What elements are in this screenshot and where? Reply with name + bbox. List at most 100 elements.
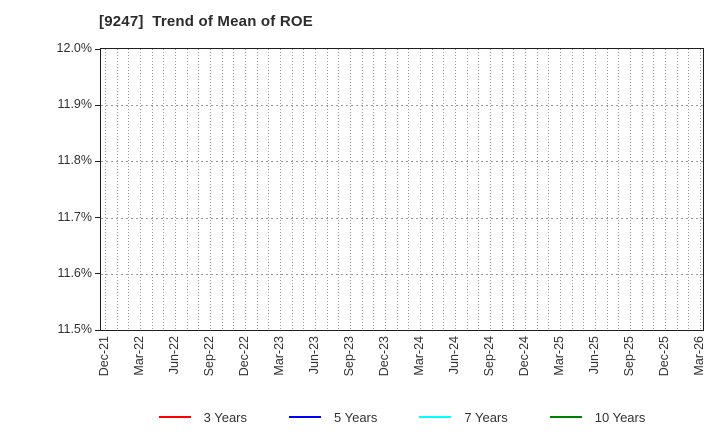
x-tick-label: Jun-25: [587, 336, 601, 375]
vertical-gridline: [186, 49, 188, 330]
vertical-gridline: [478, 49, 480, 330]
vertical-gridline: [583, 49, 585, 330]
vertical-gridline: [151, 49, 153, 330]
y-tick-label: 11.8%: [57, 153, 92, 168]
vertical-gridline: [326, 49, 328, 330]
vertical-gridline: [700, 49, 701, 330]
vertical-gridline: [396, 49, 398, 330]
vertical-gridline: [256, 49, 258, 330]
vertical-gridline: [268, 49, 270, 330]
vertical-gridline: [665, 49, 666, 330]
vertical-gridline: [536, 49, 538, 330]
y-axis-tick: [95, 104, 100, 106]
x-tick-label: Sep-22: [202, 336, 216, 377]
vertical-gridline: [338, 49, 340, 330]
vertical-gridline: [443, 49, 445, 330]
vertical-gridline: [350, 49, 351, 330]
vertical-gridline: [513, 49, 515, 330]
x-tick-label: Jun-24: [447, 336, 461, 375]
vertical-gridline: [116, 49, 118, 330]
y-tick-label: 11.7%: [57, 209, 92, 224]
vertical-gridline: [385, 49, 386, 330]
vertical-gridline: [653, 49, 655, 330]
y-tick-label: 11.5%: [57, 322, 92, 336]
x-tick-label: Dec-24: [517, 336, 531, 377]
vertical-gridline: [455, 49, 456, 330]
vertical-gridline: [245, 49, 246, 330]
vertical-gridline: [595, 49, 596, 330]
vertical-gridline: [373, 49, 375, 330]
vertical-gridline: [140, 49, 141, 330]
legend-line-5-years: [289, 415, 321, 419]
vertical-gridline: [525, 49, 526, 330]
vertical-gridline: [641, 49, 643, 330]
vertical-gridline: [210, 49, 211, 330]
x-tick-label: Jun-23: [307, 336, 321, 375]
x-tick-label: Sep-25: [622, 336, 636, 377]
vertical-gridline: [198, 49, 200, 330]
vertical-gridline: [548, 49, 550, 330]
horizontal-gridline: [101, 161, 703, 163]
y-tick-label: 12.0%: [56, 41, 92, 55]
x-tick-label: Mar-23: [272, 336, 286, 376]
vertical-gridline: [676, 49, 678, 330]
vertical-gridline: [175, 49, 176, 330]
vertical-gridline: [303, 49, 305, 330]
vertical-gridline: [630, 49, 631, 330]
legend-label-5-years: 5 Years: [334, 409, 378, 425]
vertical-gridline: [560, 49, 561, 330]
vertical-gridline: [501, 49, 503, 330]
x-tick-label: Jun-22: [167, 336, 181, 375]
y-axis-tick: [95, 160, 100, 162]
horizontal-gridline: [101, 217, 703, 219]
x-tick-label: Sep-23: [342, 336, 356, 377]
vertical-gridline: [606, 49, 608, 330]
legend-label-10-years: 10 Years: [594, 409, 646, 425]
vertical-gridline: [466, 49, 468, 330]
x-tick-label: Mar-25: [552, 336, 566, 376]
legend-item-5-years: 5 Years: [289, 410, 377, 425]
y-tick-label: 11.6%: [57, 265, 92, 280]
y-axis-tick: [95, 329, 100, 331]
x-tick-label: Sep-24: [482, 336, 496, 377]
vertical-gridline: [431, 49, 433, 330]
x-tick-label: Dec-21: [97, 336, 111, 377]
vertical-gridline: [128, 49, 130, 330]
x-tick-label: Mar-26: [692, 336, 706, 376]
legend-line-3-years: [158, 415, 191, 419]
plot-area: [95, 48, 704, 331]
legend-line-7-years: [419, 415, 452, 419]
y-axis-tick: [95, 273, 100, 275]
legend-line-10-years: [549, 415, 582, 419]
vertical-gridline: [688, 49, 690, 330]
legend-item-7-years: 7 Years: [419, 409, 508, 425]
x-tick-label: Dec-25: [657, 336, 671, 377]
vertical-gridline: [408, 49, 410, 330]
legend-label-3-years: 3 Years: [203, 409, 247, 425]
x-tick-label: Mar-22: [132, 336, 146, 376]
vertical-gridline: [221, 49, 223, 330]
legend-label-7-years: 7 Years: [464, 409, 508, 425]
x-tick-label: Mar-24: [412, 336, 426, 376]
vertical-gridline: [361, 49, 363, 330]
vertical-gridline: [490, 49, 491, 330]
vertical-gridline: [233, 49, 235, 330]
vertical-gridline: [291, 49, 293, 330]
chart-title: [9247] Trend of Mean of ROE: [99, 13, 313, 30]
vertical-gridline: [420, 49, 421, 330]
x-tick-label: Dec-23: [377, 336, 391, 377]
legend-item-10-years: 10 Years: [549, 409, 646, 425]
vertical-gridline: [280, 49, 281, 330]
x-tick-label: Dec-22: [237, 336, 251, 377]
y-axis-tick: [95, 48, 100, 50]
vertical-gridline: [315, 49, 316, 330]
y-tick-label: 11.9%: [57, 97, 92, 112]
legend-item-3-years: 3 Years: [158, 409, 247, 425]
legend: 3 Years 5 Years 7 Years 10 Years: [100, 407, 704, 427]
vertical-gridline: [618, 49, 620, 330]
vertical-gridline: [571, 49, 573, 330]
horizontal-gridline: [101, 273, 703, 275]
vertical-gridline: [105, 49, 106, 330]
horizontal-gridline: [101, 105, 703, 107]
